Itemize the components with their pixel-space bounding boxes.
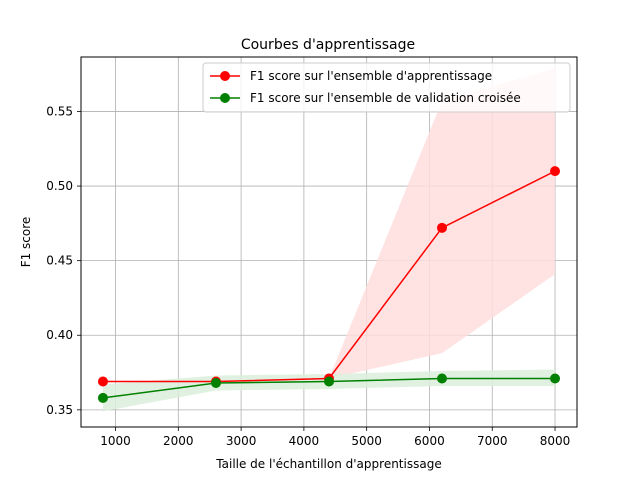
y-axis-ticks: 0.35 0.40 0.45 0.50 0.55 [46,104,81,417]
x-tick-label-7: 8000 [540,434,571,448]
y-tick-label-1: 0.40 [46,328,73,342]
data-point-series-2-2 [210,377,221,388]
data-point-series-1-5 [550,166,561,177]
x-tick-label-0: 1000 [100,434,131,448]
data-point-series-1-4 [437,222,448,233]
legend-marker-series-1 [220,71,230,81]
data-point-series-2-4 [437,373,448,384]
legend-marker-series-2 [220,93,230,103]
x-tick-label-6: 7000 [477,434,508,448]
data-point-series-1-1 [97,376,108,387]
y-tick-label-0: 0.35 [46,403,73,417]
legend-label-series-2: F1 score sur l'ensemble de validation cr… [250,91,521,105]
x-tick-label-3: 4000 [289,434,320,448]
x-tick-label-5: 6000 [414,434,445,448]
legend: F1 score sur l'ensemble d'apprentissage … [202,62,571,113]
x-tick-label-2: 3000 [226,434,257,448]
data-point-series-2-5 [550,373,561,384]
data-point-series-2-3 [324,376,334,387]
chart-title: Courbes d'apprentissage [241,37,415,53]
x-tick-label-1: 2000 [163,434,194,448]
plot-frame [80,56,578,428]
y-axis-label: F1 score [19,217,33,268]
x-axis-ticks: 1000 2000 3000 4000 5000 6000 7000 8000 [100,427,570,448]
data-point-series-2-1 [97,392,108,403]
y-tick-label-2: 0.45 [46,254,73,268]
legend-box [202,62,571,113]
plot-area [80,56,578,428]
y-tick-label-4: 0.55 [46,104,73,118]
x-tick-label-4: 5000 [351,434,382,448]
x-axis-label: Taille de l'échantillon d'apprentissage [215,457,441,471]
series-layer [97,166,561,403]
legend-label-series-1: F1 score sur l'ensemble d'apprentissage [250,69,492,83]
confidence-band-series-1 [102,68,556,382]
y-tick-label-3: 0.50 [46,179,73,193]
